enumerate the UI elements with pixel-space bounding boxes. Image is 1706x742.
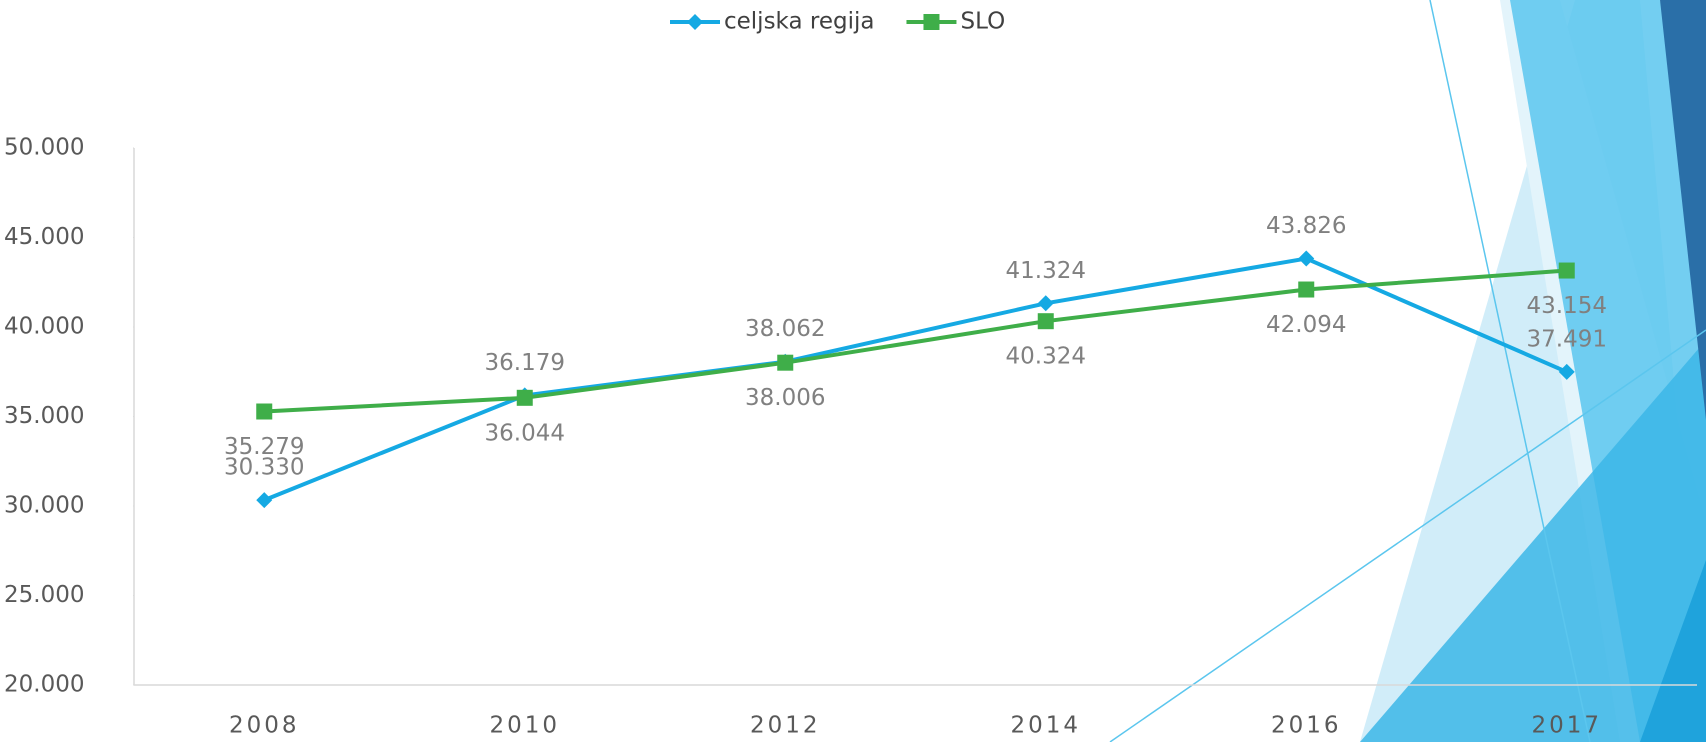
- x-tick-label: 2012: [750, 713, 821, 739]
- legend-label: celjska regija: [724, 9, 874, 35]
- data-label: 35.279: [224, 434, 304, 460]
- data-point: [1298, 250, 1315, 267]
- data-label: 37.491: [1527, 326, 1607, 352]
- x-tick-label: 2016: [1271, 713, 1342, 739]
- y-tick-label: 45.000: [4, 224, 84, 250]
- data-label: 40.324: [1006, 344, 1086, 370]
- data-label: 38.006: [745, 385, 825, 411]
- y-tick-label: 20.000: [4, 672, 84, 698]
- x-tick-label: 2017: [1531, 713, 1602, 739]
- data-point: [1558, 262, 1575, 279]
- y-tick-label: 50.000: [4, 135, 84, 161]
- data-point: [1037, 295, 1054, 312]
- y-tick-label: 40.000: [4, 314, 84, 340]
- data-label: 41.324: [1006, 258, 1086, 284]
- data-label: 43.826: [1266, 213, 1346, 239]
- data-label: 42.094: [1266, 312, 1346, 338]
- data-label: 36.044: [485, 420, 565, 446]
- x-tick-label: 2014: [1010, 713, 1081, 739]
- x-tick-label: 2008: [229, 713, 300, 739]
- data-point: [256, 492, 273, 509]
- data-point: [1558, 363, 1575, 380]
- legend-label: SLO: [960, 9, 1005, 35]
- data-point: [256, 403, 273, 420]
- data-label: 38.062: [745, 316, 825, 342]
- x-tick-label: 2010: [489, 713, 560, 739]
- data-point: [1298, 281, 1315, 298]
- data-label: 30.330: [224, 455, 304, 481]
- legend-marker: [687, 14, 703, 30]
- data-point: [777, 354, 794, 371]
- data-label: 36.179: [485, 350, 565, 376]
- data-label: 43.154: [1527, 293, 1607, 319]
- data-point: [1037, 313, 1054, 330]
- legend-marker: [923, 14, 940, 30]
- y-tick-label: 35.000: [4, 403, 84, 429]
- y-tick-label: 25.000: [4, 582, 84, 608]
- series-line: [263, 256, 1568, 502]
- decoration: [1109, 0, 1706, 742]
- series-line: [264, 268, 1567, 414]
- data-point: [516, 389, 533, 406]
- y-tick-label: 30.000: [4, 493, 84, 519]
